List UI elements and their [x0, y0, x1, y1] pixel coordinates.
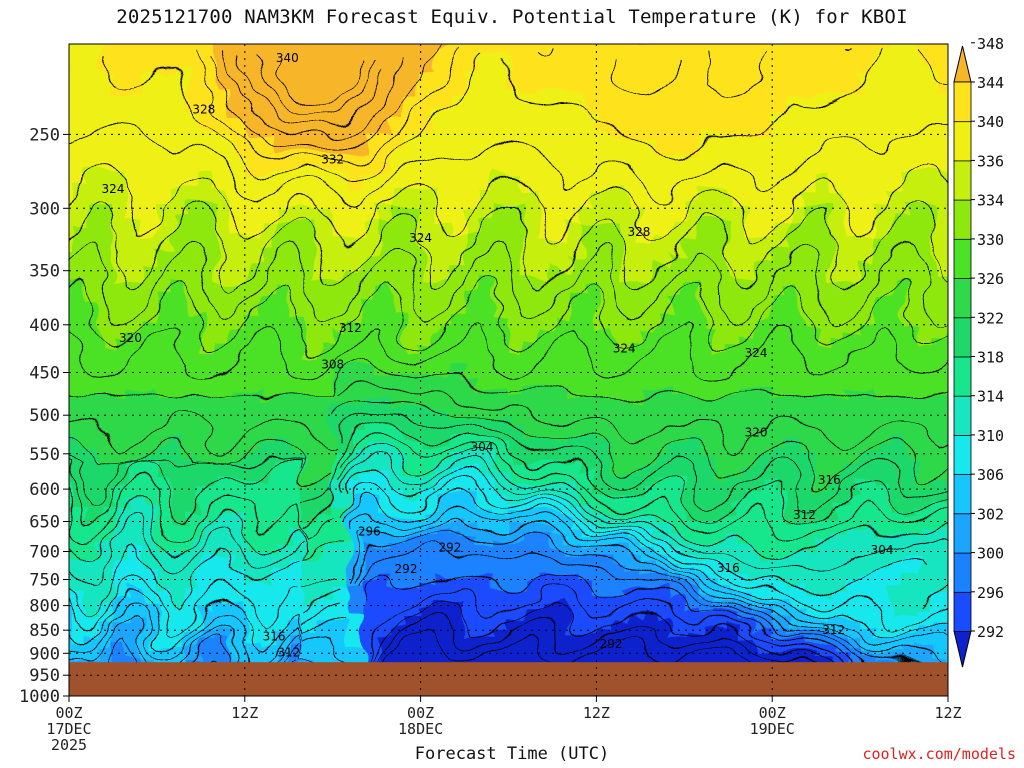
- contour-label: 324: [745, 346, 768, 360]
- colorbar-label: 310: [977, 427, 1004, 445]
- x-tick-label: 2025: [51, 736, 87, 754]
- y-tick-label: 550: [29, 445, 60, 465]
- colorbar-label: 326: [977, 270, 1004, 288]
- contour-label: 320: [745, 426, 768, 440]
- colorbar-swatch: [953, 238, 972, 279]
- y-tick-label: 950: [29, 666, 60, 686]
- contour-label: 312: [822, 623, 845, 637]
- x-tick-label: 17DEC: [46, 720, 91, 738]
- x-tick-label: 00Z: [55, 704, 82, 722]
- contour-label: 292: [395, 562, 418, 576]
- y-tick-label: 800: [29, 597, 60, 617]
- colorbar-label: 348: [977, 35, 1004, 53]
- colorbar-swatch: [953, 316, 972, 358]
- contour-label: 324: [102, 182, 125, 196]
- colorbar-legend: 292 296 300 302 306 310 314 318 322 326 330 334 336 3…: [953, 35, 1004, 668]
- y-tick-label: 1000: [19, 687, 60, 707]
- contour-label: 316: [717, 561, 740, 575]
- contour-label: 304: [471, 440, 494, 454]
- y-tick-label: 300: [29, 199, 60, 219]
- x-tick-label: 00Z: [407, 704, 434, 722]
- y-tick-label: 350: [29, 262, 60, 282]
- y-tick-label: 700: [29, 543, 60, 563]
- x-axis-label: Forecast Time (UTC): [414, 744, 610, 764]
- y-tick-label: 650: [29, 513, 60, 533]
- y-tick-label: 900: [29, 644, 60, 664]
- colorbar-label: 302: [977, 505, 1004, 523]
- colorbar-swatch: [953, 395, 972, 436]
- colorbar-label: 300: [977, 545, 1004, 563]
- x-tick-label: 12Z: [231, 704, 258, 722]
- contour-label: 320: [119, 331, 142, 345]
- contour-label: 312: [339, 321, 362, 335]
- x-tick-label: 00Z: [759, 704, 786, 722]
- colorbar-arrow-low: [953, 630, 972, 668]
- y-tick-label: 250: [29, 125, 60, 145]
- colorbar-label: 296: [977, 584, 1004, 602]
- colorbar-swatch: [953, 120, 972, 162]
- contour-label: 324: [613, 341, 636, 355]
- x-tick-label: 12Z: [583, 704, 610, 722]
- colorbar-swatch: [953, 473, 972, 515]
- contour-label: 324: [409, 231, 432, 245]
- terrain-mask: [69, 662, 948, 696]
- colorbar-label: 334: [977, 192, 1004, 210]
- credit-link[interactable]: coolwx.com/models: [862, 745, 1016, 763]
- colorbar-label: 306: [977, 466, 1004, 484]
- contour-label: 316: [263, 629, 286, 643]
- contour-label: 340: [276, 51, 299, 65]
- colorbar-label: 314: [977, 388, 1004, 406]
- colorbar-label: 322: [977, 309, 1004, 327]
- colorbar-swatch: [953, 356, 972, 397]
- contour-label: 328: [192, 102, 215, 116]
- contour-label: 292: [600, 637, 623, 651]
- colorbar-arrow-high: [953, 45, 972, 83]
- colorbar-label: 344: [977, 74, 1004, 92]
- x-tick-label: 19DEC: [750, 720, 795, 738]
- colorbar-label: 340: [977, 113, 1004, 131]
- y-tick-label: 850: [29, 621, 60, 641]
- contour-label: 328: [627, 225, 650, 239]
- contour-label: 296: [358, 524, 381, 538]
- chart-title: 2025121700 NAM3KM Forecast Equiv. Potent…: [116, 6, 908, 28]
- contour-label: 292: [438, 540, 461, 554]
- contour-labels: 340 328 332 324 324 328 320 312 308 324 324 304 320 3…: [102, 51, 894, 660]
- theta-e-field: [69, 44, 948, 696]
- contour-label: 304: [871, 543, 894, 557]
- y-axis: 250 300 350 400 450 500 550 600 650 700 750 800 850 9…: [19, 125, 69, 707]
- colorbar-swatch: [953, 591, 972, 632]
- y-tick-label: 600: [29, 480, 60, 500]
- contour-label: 308: [321, 357, 344, 371]
- y-tick-label: 450: [29, 364, 60, 384]
- colorbar-swatch: [953, 513, 972, 554]
- y-tick-label: 750: [29, 571, 60, 591]
- colorbar-label: 318: [977, 349, 1004, 367]
- x-tick-label: 18DEC: [398, 720, 443, 738]
- y-tick-label: 500: [29, 406, 60, 426]
- colorbar-swatch: [953, 552, 972, 593]
- colorbar-label: 292: [977, 623, 1004, 641]
- contour-label: 312: [793, 508, 816, 522]
- colorbar-label: 336: [977, 152, 1004, 170]
- x-tick-label: 12Z: [934, 704, 961, 722]
- colorbar-swatch: [953, 81, 972, 123]
- plot-frame: [68, 43, 949, 697]
- colorbar-label: 330: [977, 231, 1004, 249]
- contour-label: 332: [321, 153, 344, 167]
- colorbar-swatch: [953, 434, 972, 475]
- y-tick-label: 400: [29, 316, 60, 336]
- colorbar-swatch: [953, 159, 972, 201]
- colorbar-swatch: [953, 277, 972, 319]
- contour-label: 316: [818, 473, 841, 487]
- colorbar-swatch: [953, 199, 972, 240]
- contour-label: 312: [277, 645, 300, 659]
